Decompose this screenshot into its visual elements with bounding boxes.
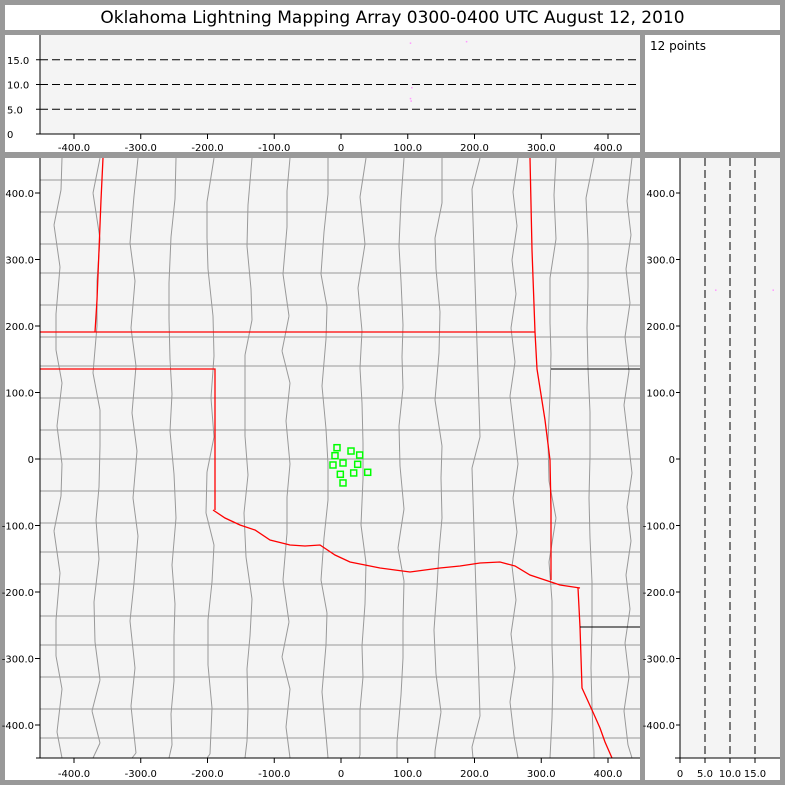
lightning-source-marker [363,468,372,477]
altitude-x-tick-label: 100.0 [393,143,422,154]
other-borders [551,368,640,628]
lightning-source-marker [339,479,347,487]
altitude-x-tick-label: 400.0 [594,143,623,154]
lightning-source-marker [336,470,345,479]
map-y-tick-label: -200.0 [2,588,34,599]
oklahoma-arkansas-border [534,331,552,580]
altitude-point [411,86,413,89]
red-river-border [212,509,581,589]
title-text: Oklahoma Lightning Mapping Array 0300-04… [100,8,685,28]
side-y-tick-label: 300.0 [646,256,675,267]
side-y-tick-label: 400.0 [646,189,675,200]
altitude-y-tick-label: 15.0 [7,56,29,67]
panhandle-border [40,368,216,510]
side-y-tick-label: -100.0 [643,522,675,533]
altitude-x-tick-label: -200.0 [191,143,223,154]
altitude-point [410,100,412,102]
side-y-tick-label: 200.0 [646,322,675,333]
lightning-source-marker [339,459,347,467]
lightning-source-marker [333,443,341,452]
county-lines [40,157,640,759]
side-x-tick-label: 10.0 [719,769,741,780]
lightning-source-marker [349,469,358,477]
altitude-y-tick-label: 0 [7,130,13,141]
side-y-tick-label: -300.0 [643,655,675,666]
altitude-y-tick-label: 5.0 [7,105,23,116]
map-y-tick-label: -300.0 [2,655,34,666]
lightning-source-marker [331,451,339,460]
map-x-tick-label: -300.0 [125,769,157,780]
altitude-point [409,97,412,100]
map-plot-area [40,158,640,758]
map-x-tick-label: -200.0 [191,769,223,780]
altitude-x-tick-label: 300.0 [527,143,556,154]
altitude-x-tick-label: 200.0 [460,143,489,154]
lightning-source-marker [353,460,362,469]
altitude-point [465,40,468,43]
side-point [715,289,717,291]
side-y-tick-label: 100.0 [646,389,675,400]
map-y-tick-label: 400.0 [5,189,34,200]
info-panel: 12 points [645,35,780,152]
map-x-tick-label: -100.0 [258,769,290,780]
map-y-tick-label: 0 [28,455,34,466]
lightning-source-marker [347,447,355,455]
map-x-tick-label: 100.0 [393,769,422,780]
lightning-source-marker [329,461,337,469]
map-x-tick-label: 0 [338,769,344,780]
side-y-tick-label: -200.0 [643,588,675,599]
map-y-tick-label: -400.0 [2,721,34,732]
altitude-y-tick-label: 10.0 [7,81,29,92]
side-y-tick-label: -400.0 [643,721,675,732]
side-point [772,289,774,291]
altitude-x-tick-label: -400.0 [58,143,90,154]
state-borders [40,157,613,759]
map-x-tick-label: -400.0 [58,769,90,780]
map-y-tick-label: 200.0 [5,322,34,333]
map-x-tick-label: 400.0 [594,769,623,780]
county-grid [40,157,640,759]
altitude-x-tick-label: 0 [338,143,344,154]
side-y-tick-label: 0 [669,455,675,466]
map-x-tick-label: 300.0 [527,769,556,780]
map-y-tick-label: -100.0 [2,522,34,533]
chart-title: Oklahoma Lightning Mapping Array 0300-04… [5,5,780,30]
map-y-tick-label: 100.0 [5,389,34,400]
kansas-missouri-border [529,157,536,333]
map-y-tick-label: 300.0 [5,256,34,267]
side-x-tick-label: 5.0 [697,769,713,780]
side-x-tick-label: 15.0 [744,769,766,780]
point-count-label: 12 points [650,39,706,53]
side-x-tick-label: 0 [677,769,683,780]
lightning-source-marker [355,451,364,459]
colorado-kansas-border [94,157,104,333]
altitude-x-tick-label: -100.0 [258,143,290,154]
altitude-x-tick-label: -300.0 [125,143,157,154]
map-x-tick-label: 200.0 [460,769,489,780]
altitude-point [409,42,412,44]
